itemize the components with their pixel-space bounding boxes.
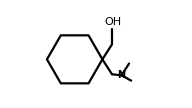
Text: OH: OH (104, 17, 121, 27)
Text: N: N (118, 70, 126, 80)
